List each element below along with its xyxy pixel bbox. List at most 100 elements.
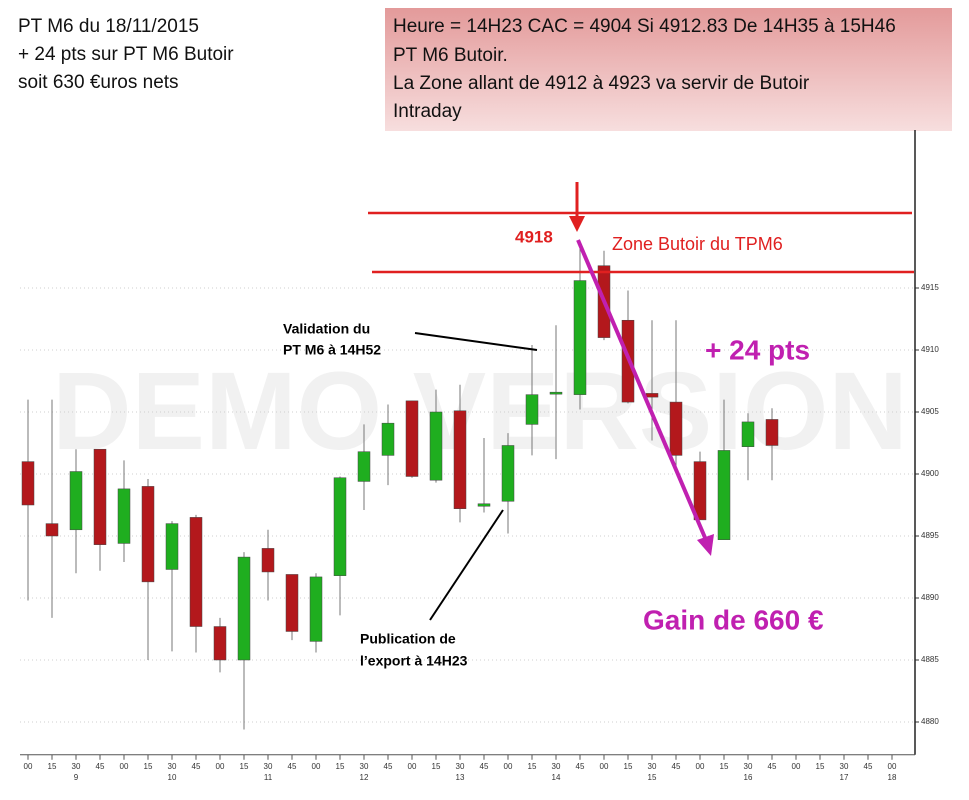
x-tick-label: 45 xyxy=(864,762,873,771)
candle-body xyxy=(453,410,467,509)
y-tick-label: 4880 xyxy=(921,717,939,726)
x-tick-label: 00 xyxy=(216,762,225,771)
candle-body xyxy=(477,503,491,507)
y-tick-label: 4895 xyxy=(921,531,939,540)
x-tick-label: 30 xyxy=(360,762,369,771)
x-tick-label: 30 xyxy=(648,762,657,771)
x-group-label: 11 xyxy=(264,773,273,782)
info-line: PT M6 Butoir. xyxy=(393,45,508,66)
candle-body xyxy=(765,419,779,446)
y-tick-label: 4910 xyxy=(921,345,939,354)
candle-body xyxy=(333,477,347,576)
x-tick-label: 15 xyxy=(240,762,249,771)
x-tick-label: 00 xyxy=(504,762,513,771)
header-line: PT M6 du 18/11/2015 xyxy=(18,16,199,37)
header-line: + 24 pts sur PT M6 Butoir xyxy=(18,44,234,65)
candle-body xyxy=(21,461,35,506)
x-tick-label: 45 xyxy=(768,762,777,771)
candle-body xyxy=(189,517,203,627)
x-group-label: 16 xyxy=(744,773,753,782)
x-group-label: 10 xyxy=(168,773,177,782)
info-line: Intraday xyxy=(393,101,462,122)
x-tick-label: 45 xyxy=(576,762,585,771)
x-tick-label: 45 xyxy=(96,762,105,771)
x-tick-label: 45 xyxy=(480,762,489,771)
x-tick-label: 15 xyxy=(336,762,345,771)
info-text: Heure = 14H23 CAC = 4904 Si 4912.83 De 1… xyxy=(393,16,896,122)
candle-body xyxy=(45,523,59,537)
candle-body xyxy=(165,523,179,570)
candle-body xyxy=(693,461,707,521)
annotation: PT M6 à 14H52 xyxy=(283,342,381,358)
y-tick-label: 4890 xyxy=(921,593,939,602)
x-tick-label: 00 xyxy=(696,762,705,771)
x-tick-label: 15 xyxy=(144,762,153,771)
candle-body xyxy=(501,445,515,502)
candle-body xyxy=(69,471,83,531)
x-tick-label: 00 xyxy=(120,762,129,771)
x-tick-label: 00 xyxy=(408,762,417,771)
candle-body xyxy=(405,400,419,477)
info-line: Heure = 14H23 CAC = 4904 Si 4912.83 De 1… xyxy=(393,16,896,37)
x-tick-label: 15 xyxy=(816,762,825,771)
annotation: l’export à 14H23 xyxy=(360,653,468,669)
candle-body xyxy=(525,394,539,425)
x-tick-label: 30 xyxy=(72,762,81,771)
x-tick-label: 15 xyxy=(624,762,633,771)
x-tick-label: 30 xyxy=(168,762,177,771)
header-line: soit 630 €uros nets xyxy=(18,72,179,93)
x-tick-label: 30 xyxy=(840,762,849,771)
x-tick-label: 00 xyxy=(24,762,33,771)
x-tick-label: 15 xyxy=(720,762,729,771)
x-tick-label: 30 xyxy=(264,762,273,771)
candle-body xyxy=(717,450,731,540)
x-tick-label: 30 xyxy=(744,762,753,771)
x-tick-label: 45 xyxy=(384,762,393,771)
candle-body xyxy=(549,391,563,395)
x-tick-label: 15 xyxy=(48,762,57,771)
x-tick-label: 45 xyxy=(192,762,201,771)
plot: DEMO VERSION4880488548904895490049054910… xyxy=(20,130,939,782)
x-tick-label: 45 xyxy=(288,762,297,771)
x-tick-label: 00 xyxy=(312,762,321,771)
header: PT M6 du 18/11/2015 + 24 pts sur PT M6 B… xyxy=(18,16,234,93)
y-tick-label: 4905 xyxy=(921,407,939,416)
candle-body xyxy=(645,393,659,398)
candle-body xyxy=(93,448,107,545)
annotation: 4918 xyxy=(515,227,553,246)
arrow xyxy=(576,239,708,541)
candle-body xyxy=(141,486,155,583)
x-tick-label: 15 xyxy=(528,762,537,771)
arrow-head xyxy=(569,216,585,232)
annotation: Validation du xyxy=(283,321,370,337)
x-tick-label: 15 xyxy=(432,762,441,771)
x-group-label: 13 xyxy=(456,773,465,782)
x-group-label: 18 xyxy=(888,773,897,782)
candle-body xyxy=(117,488,131,544)
y-tick-label: 4900 xyxy=(921,469,939,478)
x-tick-label: 45 xyxy=(672,762,681,771)
annotation: Zone Butoir du TPM6 xyxy=(612,234,783,254)
info-box xyxy=(385,8,952,131)
candle-body xyxy=(285,574,299,632)
x-group-label: 9 xyxy=(74,773,79,782)
x-tick-label: 00 xyxy=(888,762,897,771)
info-line: La Zone allant de 4912 à 4923 va servir … xyxy=(393,73,810,94)
candle-body xyxy=(213,626,227,661)
x-tick-label: 00 xyxy=(792,762,801,771)
candle-body xyxy=(573,280,587,395)
y-tick-label: 4915 xyxy=(921,283,939,292)
candle-body xyxy=(741,421,755,447)
x-group-label: 12 xyxy=(360,773,369,782)
candle-body xyxy=(381,422,395,456)
x-tick-label: 00 xyxy=(600,762,609,771)
candle-body xyxy=(309,576,323,642)
candle-body xyxy=(261,548,275,573)
annotation: + 24 pts xyxy=(705,334,810,365)
x-tick-label: 30 xyxy=(456,762,465,771)
candle-body xyxy=(669,401,683,456)
pointer-line xyxy=(414,332,538,351)
annotation: Publication de xyxy=(360,631,456,647)
x-group-label: 14 xyxy=(552,773,561,782)
